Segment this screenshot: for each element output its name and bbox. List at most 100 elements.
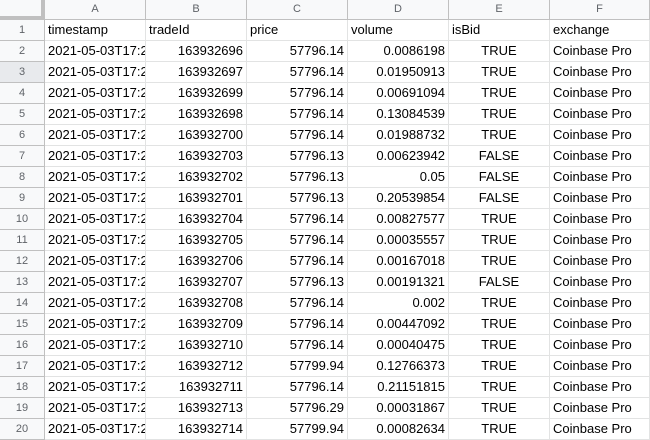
cell-volume[interactable]: 0.00447092: [348, 314, 449, 335]
cell-tradeid[interactable]: 163932711: [146, 377, 247, 398]
cell-price[interactable]: 57796.14: [247, 335, 348, 356]
column-header-e[interactable]: E: [449, 0, 550, 20]
cell-price[interactable]: 57796.14: [247, 104, 348, 125]
cell-volume[interactable]: 0.21151815: [348, 377, 449, 398]
cell-price[interactable]: 57796.29: [247, 398, 348, 419]
cell-tradeid[interactable]: 163932702: [146, 167, 247, 188]
row-header[interactable]: 7: [0, 146, 45, 167]
cell-price[interactable]: 57796.14: [247, 209, 348, 230]
cell-exchange[interactable]: Coinbase Pro: [550, 314, 650, 335]
cell-timestamp[interactable]: 2021-05-03T17:2: [45, 335, 146, 356]
cell-exchange[interactable]: Coinbase Pro: [550, 188, 650, 209]
cell-volume[interactable]: 0.01950913: [348, 62, 449, 83]
cell-price[interactable]: 57796.13: [247, 272, 348, 293]
cell-volume[interactable]: 0.00040475: [348, 335, 449, 356]
row-header[interactable]: 6: [0, 125, 45, 146]
row-header[interactable]: 12: [0, 251, 45, 272]
row-header[interactable]: 8: [0, 167, 45, 188]
cell-timestamp[interactable]: 2021-05-03T17:2: [45, 419, 146, 440]
cell-isbid[interactable]: TRUE: [449, 104, 550, 125]
cell-header-isbid[interactable]: isBid: [449, 20, 550, 41]
cell-volume[interactable]: 0.00031867: [348, 398, 449, 419]
cell-timestamp[interactable]: 2021-05-03T17:2: [45, 293, 146, 314]
cell-price[interactable]: 57796.14: [247, 293, 348, 314]
cell-exchange[interactable]: Coinbase Pro: [550, 251, 650, 272]
cell-price[interactable]: 57796.14: [247, 377, 348, 398]
cell-exchange[interactable]: Coinbase Pro: [550, 104, 650, 125]
column-header-c[interactable]: C: [247, 0, 348, 20]
cell-isbid[interactable]: TRUE: [449, 83, 550, 104]
cell-price[interactable]: 57796.14: [247, 62, 348, 83]
cell-volume[interactable]: 0.05: [348, 167, 449, 188]
cell-exchange[interactable]: Coinbase Pro: [550, 293, 650, 314]
cell-isbid[interactable]: TRUE: [449, 419, 550, 440]
cell-exchange[interactable]: Coinbase Pro: [550, 419, 650, 440]
cell-header-tradeid[interactable]: tradeId: [146, 20, 247, 41]
cell-volume[interactable]: 0.0086198: [348, 41, 449, 62]
cell-volume[interactable]: 0.12766373: [348, 356, 449, 377]
row-header[interactable]: 20: [0, 419, 45, 440]
cell-header-price[interactable]: price: [247, 20, 348, 41]
cell-exchange[interactable]: Coinbase Pro: [550, 377, 650, 398]
cell-price[interactable]: 57796.14: [247, 251, 348, 272]
cell-volume[interactable]: 0.00035557: [348, 230, 449, 251]
cell-tradeid[interactable]: 163932696: [146, 41, 247, 62]
cell-tradeid[interactable]: 163932714: [146, 419, 247, 440]
cell-tradeid[interactable]: 163932698: [146, 104, 247, 125]
row-header[interactable]: 14: [0, 293, 45, 314]
cell-price[interactable]: 57796.14: [247, 314, 348, 335]
cell-price[interactable]: 57796.14: [247, 41, 348, 62]
cell-volume[interactable]: 0.13084539: [348, 104, 449, 125]
cell-isbid[interactable]: FALSE: [449, 272, 550, 293]
cell-header-timestamp[interactable]: timestamp: [45, 20, 146, 41]
cell-timestamp[interactable]: 2021-05-03T17:2: [45, 209, 146, 230]
cell-timestamp[interactable]: 2021-05-03T17:2: [45, 83, 146, 104]
cell-timestamp[interactable]: 2021-05-03T17:2: [45, 272, 146, 293]
cell-tradeid[interactable]: 163932709: [146, 314, 247, 335]
row-header[interactable]: 17: [0, 356, 45, 377]
cell-tradeid[interactable]: 163932710: [146, 335, 247, 356]
row-header[interactable]: 2: [0, 41, 45, 62]
cell-price[interactable]: 57796.14: [247, 230, 348, 251]
cell-price[interactable]: 57799.94: [247, 419, 348, 440]
cell-timestamp[interactable]: 2021-05-03T17:2: [45, 104, 146, 125]
cell-tradeid[interactable]: 163932700: [146, 125, 247, 146]
row-header[interactable]: 15: [0, 314, 45, 335]
cell-timestamp[interactable]: 2021-05-03T17:2: [45, 251, 146, 272]
cell-price[interactable]: 57796.13: [247, 146, 348, 167]
cell-tradeid[interactable]: 163932708: [146, 293, 247, 314]
cell-exchange[interactable]: Coinbase Pro: [550, 62, 650, 83]
cell-header-exchange[interactable]: exchange: [550, 20, 650, 41]
cell-exchange[interactable]: Coinbase Pro: [550, 230, 650, 251]
cell-tradeid[interactable]: 163932712: [146, 356, 247, 377]
cell-isbid[interactable]: TRUE: [449, 41, 550, 62]
cell-isbid[interactable]: TRUE: [449, 230, 550, 251]
cell-price[interactable]: 57796.14: [247, 83, 348, 104]
cell-exchange[interactable]: Coinbase Pro: [550, 146, 650, 167]
cell-timestamp[interactable]: 2021-05-03T17:2: [45, 188, 146, 209]
cell-price[interactable]: 57796.13: [247, 167, 348, 188]
cell-exchange[interactable]: Coinbase Pro: [550, 167, 650, 188]
cell-timestamp[interactable]: 2021-05-03T17:2: [45, 167, 146, 188]
row-header[interactable]: 9: [0, 188, 45, 209]
cell-volume[interactable]: 0.00167018: [348, 251, 449, 272]
column-header-f[interactable]: F: [550, 0, 650, 20]
select-all-corner[interactable]: [0, 0, 45, 20]
cell-timestamp[interactable]: 2021-05-03T17:2: [45, 146, 146, 167]
cell-timestamp[interactable]: 2021-05-03T17:2: [45, 230, 146, 251]
cell-timestamp[interactable]: 2021-05-03T17:2: [45, 125, 146, 146]
cell-exchange[interactable]: Coinbase Pro: [550, 125, 650, 146]
cell-isbid[interactable]: TRUE: [449, 356, 550, 377]
cell-volume[interactable]: 0.00623942: [348, 146, 449, 167]
cell-isbid[interactable]: FALSE: [449, 167, 550, 188]
cell-isbid[interactable]: TRUE: [449, 62, 550, 83]
cell-exchange[interactable]: Coinbase Pro: [550, 209, 650, 230]
cell-volume[interactable]: 0.00191321: [348, 272, 449, 293]
cell-volume[interactable]: 0.20539854: [348, 188, 449, 209]
cell-tradeid[interactable]: 163932713: [146, 398, 247, 419]
cell-isbid[interactable]: TRUE: [449, 209, 550, 230]
cell-isbid[interactable]: TRUE: [449, 314, 550, 335]
cell-isbid[interactable]: TRUE: [449, 251, 550, 272]
row-header[interactable]: 5: [0, 104, 45, 125]
cell-exchange[interactable]: Coinbase Pro: [550, 272, 650, 293]
